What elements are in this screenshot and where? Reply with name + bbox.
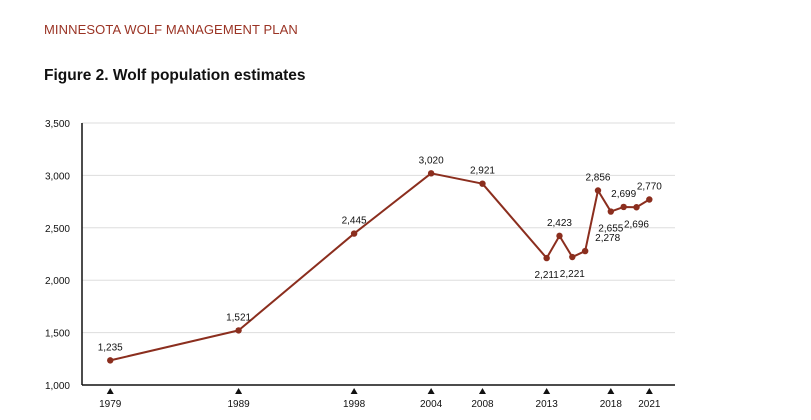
x-tick-marker [645,388,653,394]
data-label: 2,655 [598,224,623,235]
x-tick-marker [235,388,243,394]
data-point [594,187,602,194]
data-point [633,204,640,211]
y-tick-label: 1,000 [45,381,70,392]
x-tick-label: 2013 [536,399,559,410]
data-point [556,232,563,240]
y-tick-label: 3,500 [45,119,70,130]
y-tick-label: 3,000 [45,171,70,182]
data-point [543,254,550,262]
data-point [235,327,242,334]
x-tick-marker [543,388,551,394]
data-label: 2,445 [342,216,367,227]
data-point [620,203,627,211]
data-point [427,170,435,177]
data-label: 3,020 [419,155,444,166]
data-point [569,253,576,261]
data-label: 2,211 [534,270,559,281]
x-tick-label: 2008 [471,399,494,410]
data-label: 2,423 [547,218,572,229]
x-tick-marker [427,388,435,394]
document-header: MINNESOTA WOLF MANAGEMENT PLAN [44,22,298,37]
x-tick-label: 1979 [99,399,122,410]
y-tick-label: 2,500 [45,224,70,235]
data-label: 2,278 [595,233,620,244]
data-label: 2,696 [624,219,649,230]
x-tick-marker [478,388,486,394]
x-tick-marker [106,388,114,394]
data-label: 2,770 [637,182,662,193]
data-label: 1,521 [226,312,251,323]
data-label: 2,856 [585,172,610,183]
data-point [107,357,114,364]
x-tick-marker [350,388,358,394]
data-label: 2,921 [470,166,495,177]
data-point [350,230,358,237]
x-tick-label: 2021 [638,399,661,410]
data-point [646,196,653,203]
data-label: 2,221 [560,269,585,280]
data-point [607,208,615,215]
data-point [479,180,486,187]
data-label: 2,699 [611,189,636,200]
x-tick-label: 1998 [343,399,366,410]
y-tick-label: 2,000 [45,276,70,287]
y-tick-label: 1,500 [45,329,70,340]
data-label: 1,235 [98,342,123,353]
data-point [581,247,589,255]
x-tick-label: 2004 [420,399,443,410]
x-tick-label: 1989 [227,399,250,410]
x-tick-marker [607,388,615,394]
x-tick-label: 2018 [600,399,623,410]
figure-title: Figure 2. Wolf population estimates [44,67,306,84]
